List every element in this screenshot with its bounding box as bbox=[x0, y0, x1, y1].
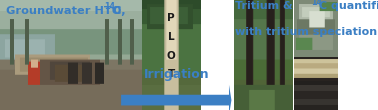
Text: Groundwater HTO,: Groundwater HTO, bbox=[6, 6, 129, 16]
Text: Tritium &: Tritium & bbox=[235, 1, 297, 11]
Text: L: L bbox=[168, 32, 174, 42]
Text: T: T bbox=[167, 69, 175, 79]
Text: C quantification: C quantification bbox=[319, 1, 378, 11]
Text: P: P bbox=[167, 13, 175, 23]
Text: 14: 14 bbox=[104, 2, 115, 11]
Text: Irrigation: Irrigation bbox=[144, 68, 210, 81]
Text: with tritium speciation: with tritium speciation bbox=[235, 27, 378, 37]
Text: C: C bbox=[113, 6, 121, 16]
Text: 14: 14 bbox=[311, 0, 322, 7]
Text: O: O bbox=[167, 51, 175, 61]
